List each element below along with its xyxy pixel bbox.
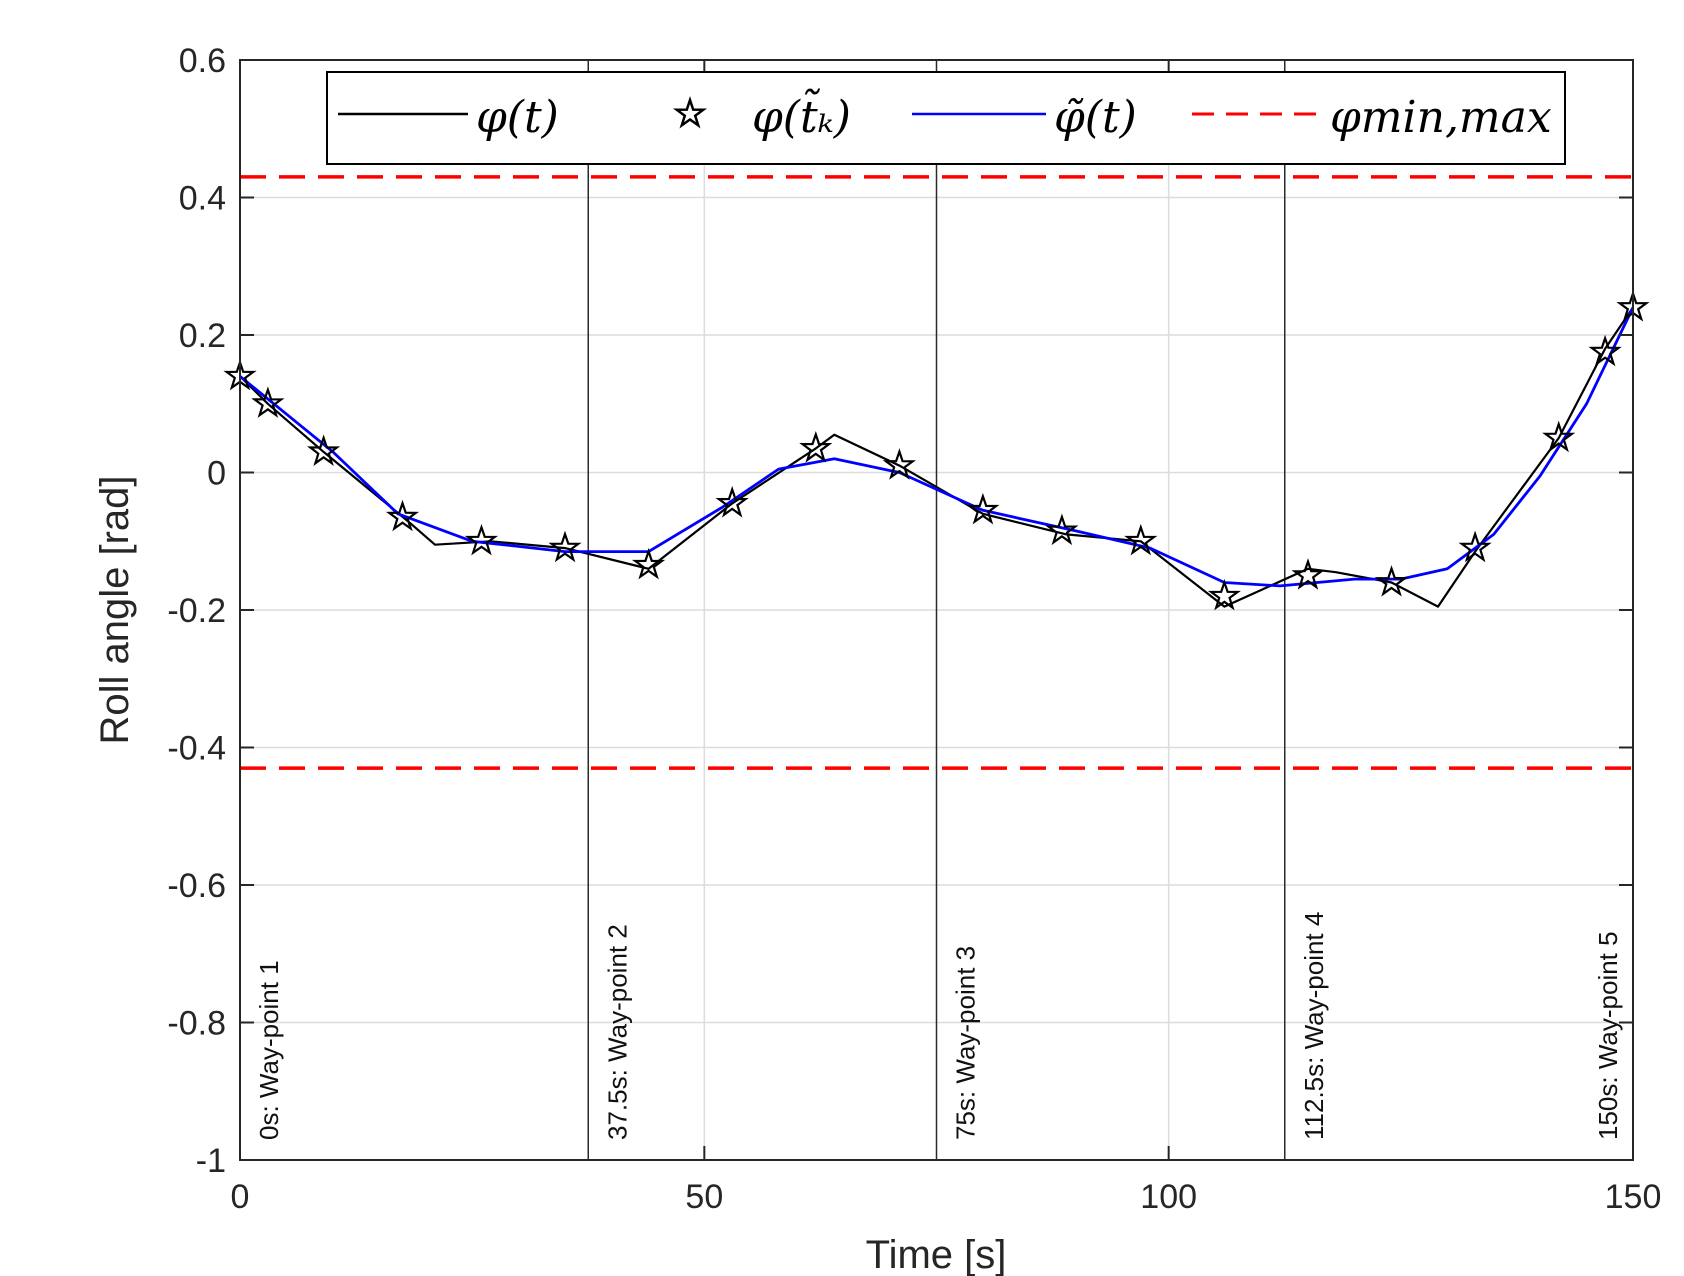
waypoint-label: 150s: Way-point 5 <box>1593 931 1623 1140</box>
star-marker <box>1207 578 1241 611</box>
series-line-phi <box>239 306 1634 608</box>
legend: φ(t) φ(t̃ₖ) φ̃(t) φmin,max <box>326 71 1566 165</box>
star-marker <box>799 430 833 463</box>
x-axis-title: Time [s] <box>866 1233 1007 1276</box>
star-marker <box>1542 420 1576 453</box>
y-tick-label: 0 <box>207 455 226 493</box>
star-marker <box>715 485 749 518</box>
x-tick-label: 150 <box>1605 1178 1662 1216</box>
x-tick-label: 0 <box>231 1178 250 1216</box>
waypoint-label: 37.5s: Way-point 2 <box>602 924 632 1140</box>
star-marker <box>882 448 916 480</box>
y-tick-label: -0.2 <box>167 592 226 630</box>
star-marker <box>385 499 420 532</box>
y-tick-label: -0.4 <box>167 730 226 768</box>
legend-swatch-star <box>672 96 708 129</box>
star-marker <box>548 530 582 563</box>
star-marker <box>632 547 666 580</box>
y-tick-label: 0.6 <box>179 42 226 80</box>
y-tick-label: 0.2 <box>179 317 226 355</box>
star-marker <box>307 434 341 466</box>
y-tick-label: -1 <box>196 1142 226 1180</box>
legend-label-phi: φ(t) <box>476 92 559 143</box>
tick-labels: 0 50 100 150 -1 -0.8 -0.6 -0.4 -0.2 0 0.2 0.4 0.6 <box>167 42 1661 1216</box>
legend-label-phi-bounds: φmin,max <box>1330 92 1552 143</box>
series-line-phi-tilde <box>239 306 1635 588</box>
y-axis-title: Roll angle [rad] <box>93 475 137 744</box>
y-tick-label: -0.8 <box>167 1005 226 1043</box>
waypoint-label: 0s: Way-point 1 <box>254 960 284 1140</box>
star-marker <box>966 492 1000 525</box>
series-lines <box>239 306 1635 608</box>
legend-label-phi-tilde: φ̃(t) <box>1054 92 1137 143</box>
star-marker <box>1374 565 1409 597</box>
star-marker <box>1588 334 1622 367</box>
waypoint-label: 75s: Way-point 3 <box>951 946 981 1140</box>
star-markers <box>223 290 1650 611</box>
star-marker <box>1045 513 1079 546</box>
y-tick-label: -0.6 <box>167 867 226 905</box>
y-tick-label: 0.4 <box>179 180 226 218</box>
waypoint-lines: 0s: Way-point 1 37.5s: Way-point 2 75s: Wa… <box>254 60 1623 1160</box>
waypoint-label: 112.5s: Way-point 4 <box>1299 912 1329 1140</box>
legend-label-phi-tk: φ(t̃ₖ) <box>752 87 851 143</box>
star-marker <box>1291 558 1325 590</box>
x-tick-label: 100 <box>1140 1178 1197 1216</box>
star-marker <box>251 386 285 418</box>
star-marker <box>1458 530 1492 563</box>
star-marker <box>1124 523 1158 556</box>
star-marker <box>464 523 499 556</box>
legend-box <box>326 71 1566 165</box>
x-tick-label: 50 <box>685 1178 723 1216</box>
